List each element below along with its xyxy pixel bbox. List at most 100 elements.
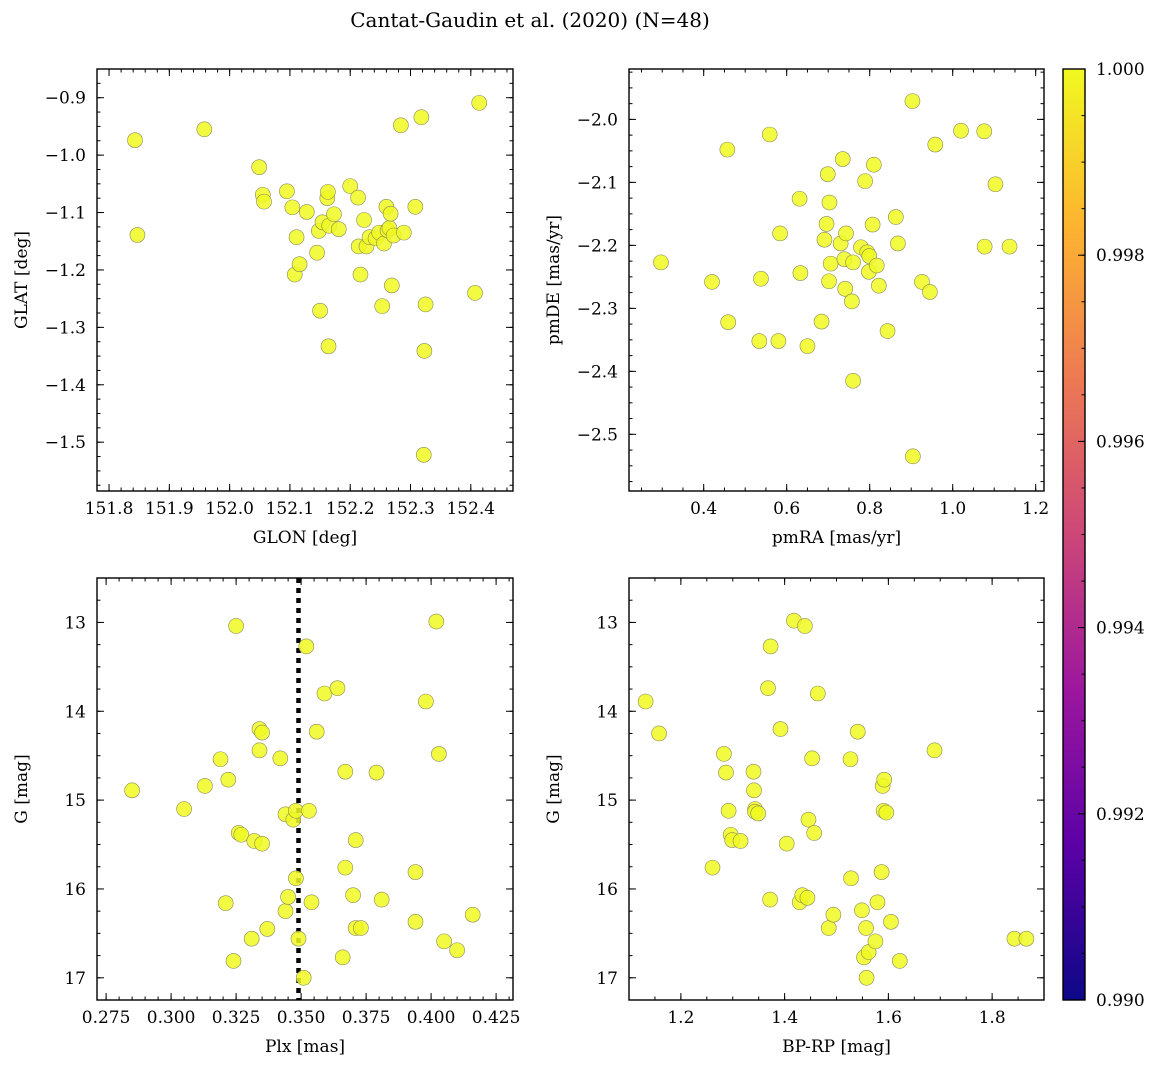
data-point [243,930,260,947]
data-point [653,254,669,271]
x-tick-label: 0.400 [407,1008,456,1028]
x-tick-label: 151.8 [85,499,134,519]
x-tick-label: 0.350 [277,1008,326,1028]
data-point [356,212,372,228]
data-point [228,618,244,634]
plot-frame [96,68,514,492]
panel-plx-g: 0.275 0.300 0.325 0.350 0.375 0.400 0.425 13 14 1… [12,577,520,1057]
data-point [890,235,906,252]
y-tick-label: 14 [64,702,86,722]
data-point [342,178,359,194]
data-point [129,227,146,243]
data-point [838,225,854,242]
data-point [799,890,816,906]
y-tick-label: −2.3 [577,299,618,319]
y-tick-label: 17 [596,969,618,989]
data-point [413,109,430,126]
y-axis-label: G [mag] [544,754,564,823]
data-point [259,921,276,937]
y-tick-label: −1.5 [45,433,86,453]
scatter-series [637,612,1035,986]
data-point [760,680,776,696]
x-axis-label: BP-RP [mag] [782,1037,891,1057]
y-tick-label: −1.1 [45,204,86,224]
data-point [295,969,312,986]
data-point [761,126,778,143]
data-point [810,685,826,702]
x-tick-label: 152.0 [205,499,254,519]
data-point [818,216,835,232]
colorbar: 0.990 0.992 0.994 0.996 0.998 1.000 [1062,60,1145,1011]
x-axis-label: Plx [mas] [265,1037,345,1057]
data-point [309,244,325,261]
data-point [197,778,213,794]
plot-frame [628,577,1045,1001]
data-point [337,859,354,876]
data-point [822,255,839,272]
data-point [251,159,267,175]
data-point [233,826,250,843]
colorbar-tick-label: 0.992 [1096,805,1145,825]
data-point [301,802,317,819]
y-tick-label: −2.1 [577,173,618,193]
data-point [436,933,452,950]
data-point [288,229,305,246]
data-point [704,274,720,290]
data-point [816,231,833,248]
data-point [720,802,737,819]
data-point [407,198,424,215]
colorbar-gradient [1063,69,1085,1000]
plot-frame [96,577,514,1001]
data-point [804,750,820,767]
data-point [953,122,969,139]
data-point [284,199,301,216]
data-point [330,221,347,237]
data-point [922,284,938,300]
data-point [845,372,861,389]
y-tick-label: 17 [64,969,86,989]
data-point [869,894,886,911]
data-point [750,805,766,822]
data-point [825,906,842,923]
x-tick-label: 151.9 [145,499,194,519]
data-point [976,238,993,255]
data-point [220,771,237,788]
data-point [904,93,921,109]
data-point [288,870,304,887]
data-point [791,190,808,207]
data-point [251,742,268,759]
scatter-series [127,95,488,463]
data-point [217,895,234,911]
data-point [384,277,400,294]
data-point [449,942,465,959]
y-tick-label: −2.4 [577,362,618,382]
data-point [416,343,433,359]
y-tick-label: −1.0 [45,146,86,166]
data-point [888,209,904,225]
data-point [1001,238,1018,255]
data-point [770,333,787,349]
data-point [299,204,315,220]
data-point [746,782,762,799]
data-point [927,136,944,153]
y-tick-label: −0.9 [45,89,86,109]
data-point [753,270,769,287]
data-point [844,293,860,310]
data-point [762,891,778,908]
data-point [792,265,809,281]
data-point [407,914,424,930]
data-point [751,333,768,349]
data-point [873,864,890,880]
data-point [291,256,308,273]
data-point [374,298,390,314]
data-point [843,870,859,887]
plot-frame [628,68,1045,492]
y-tick-label: −2.2 [577,236,618,256]
data-point [866,156,882,173]
data-point [124,782,140,799]
data-point [256,193,272,210]
x-tick-label: 152.2 [326,499,375,519]
data-point [718,764,734,781]
data-point [799,338,816,354]
data-point [883,914,899,930]
